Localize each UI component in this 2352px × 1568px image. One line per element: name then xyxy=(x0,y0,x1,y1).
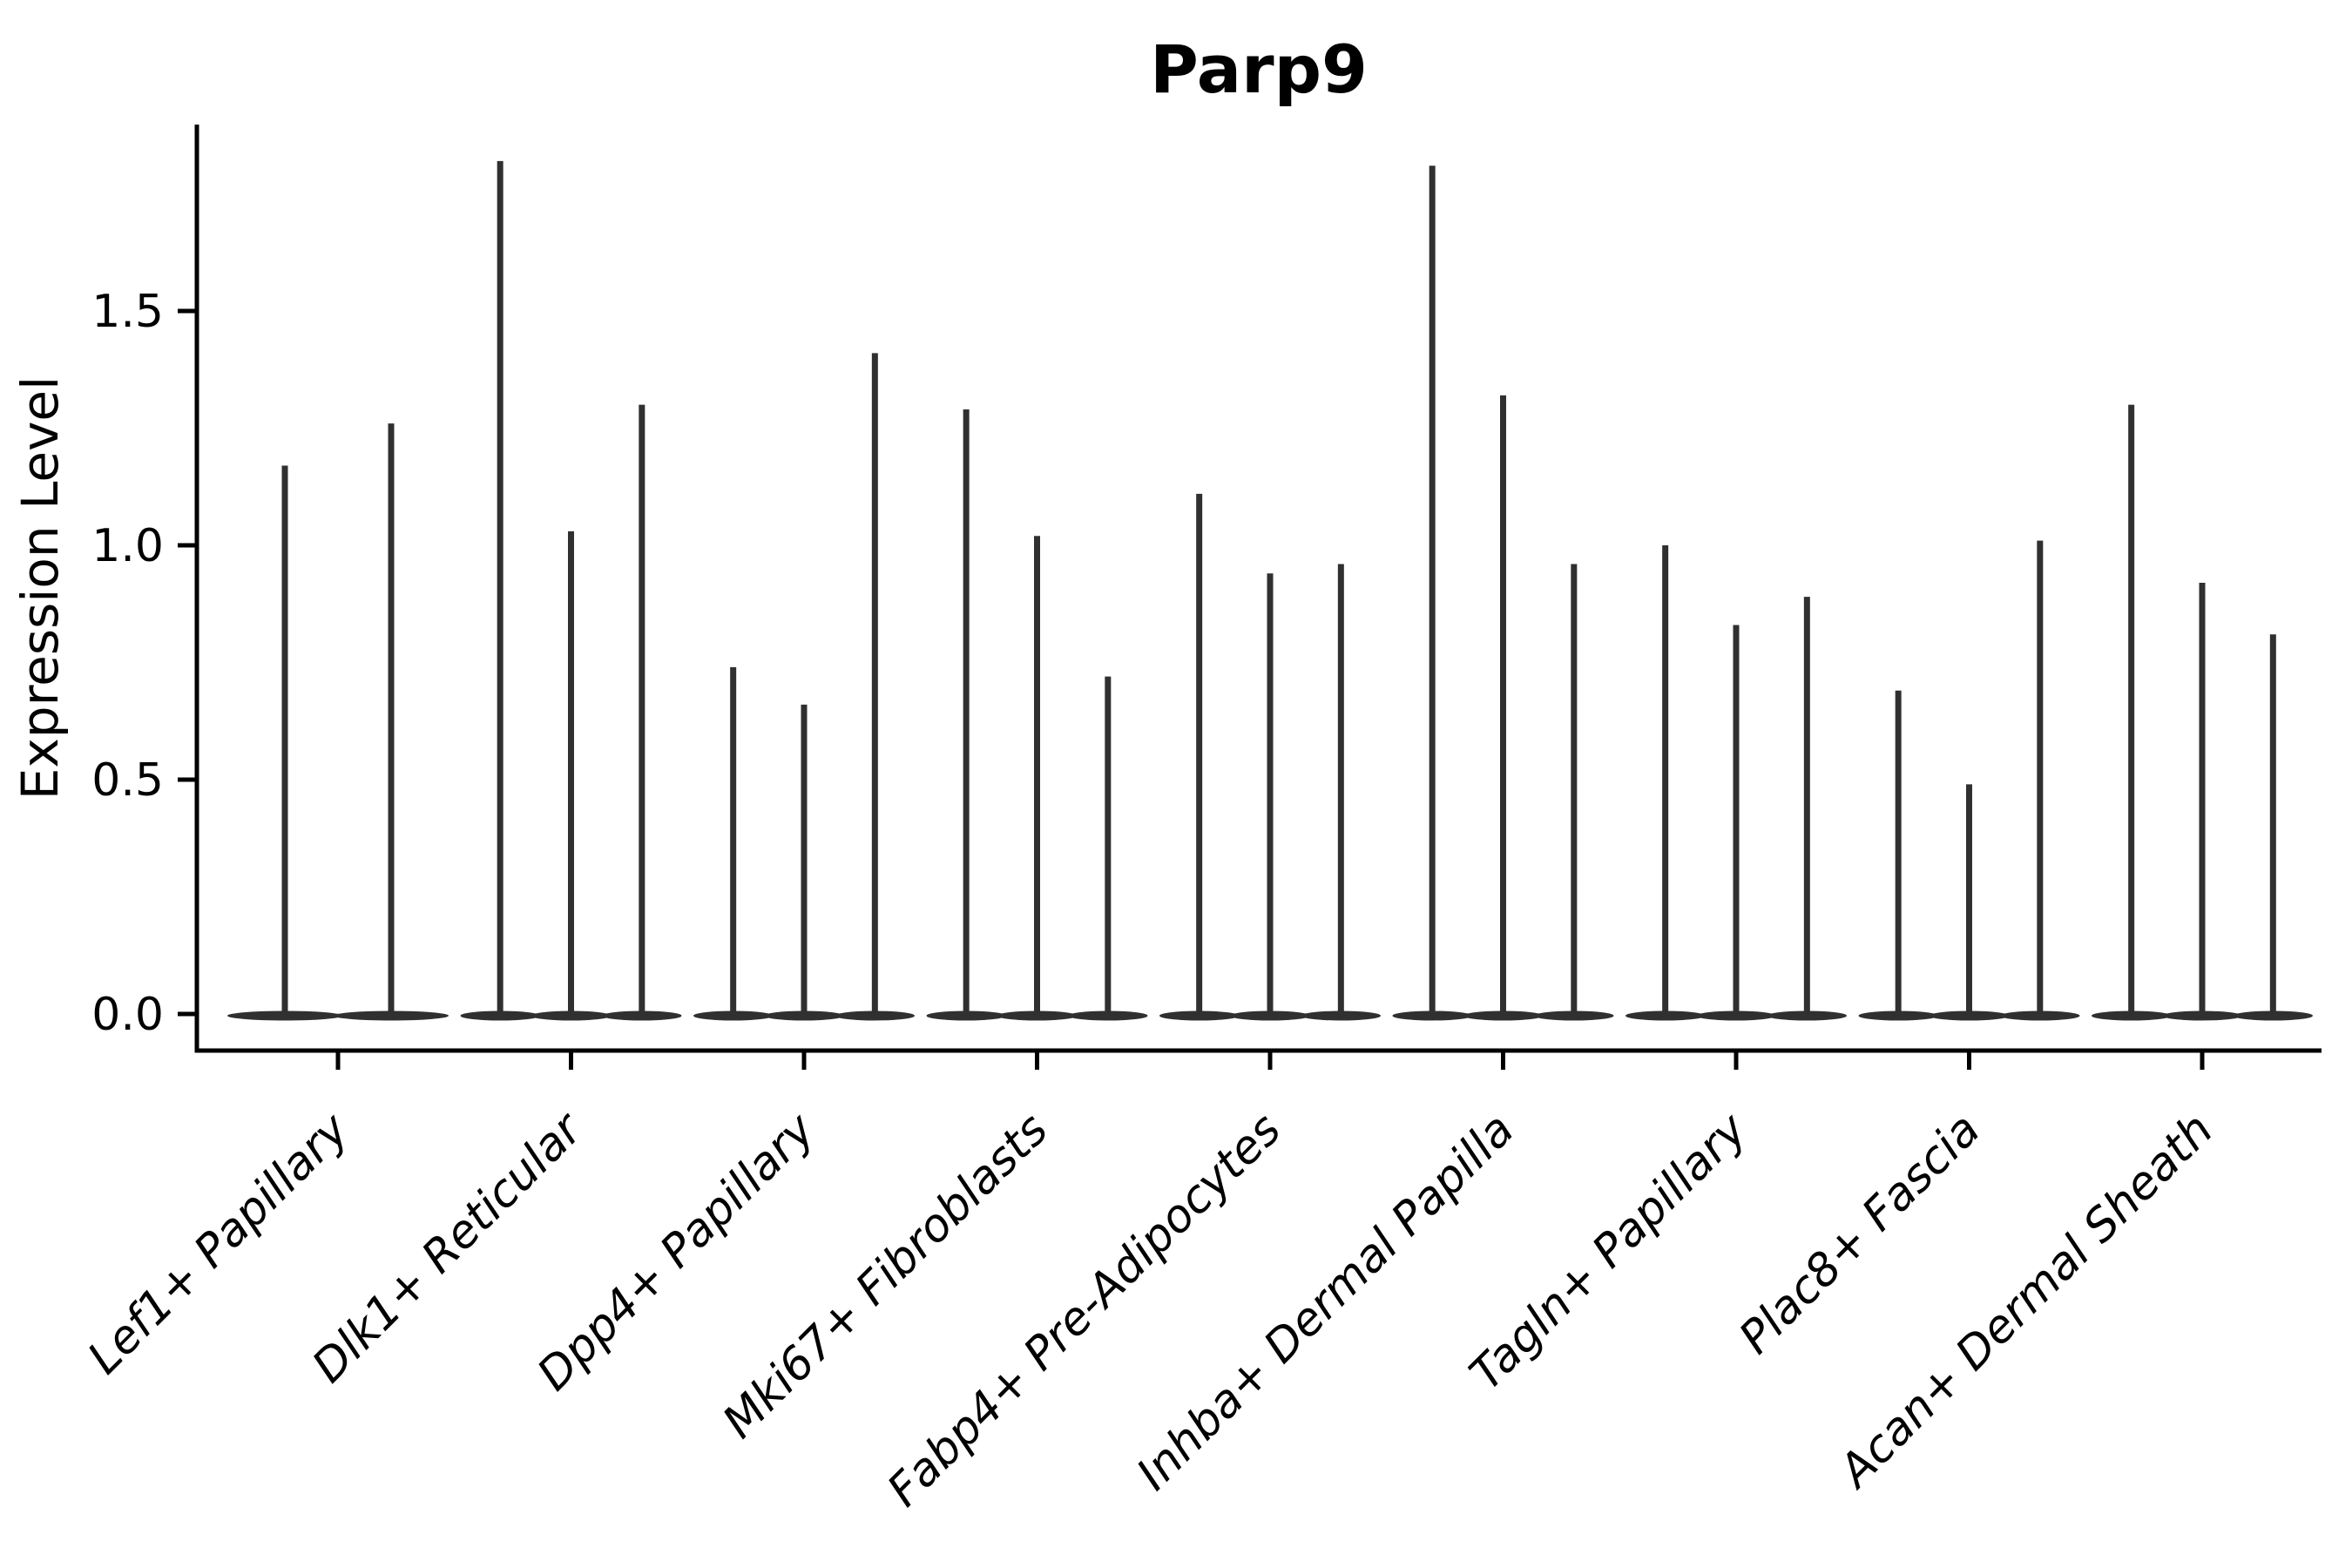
y-tick-label: 1.0 xyxy=(91,520,164,572)
y-tick-label: 0.0 xyxy=(91,989,164,1041)
chart-title: Parp9 xyxy=(1150,30,1368,108)
y-tick-label: 0.5 xyxy=(91,754,164,807)
x-tick-label: Plac8+ Fascia xyxy=(1729,1104,1990,1364)
x-tick-label: Inhba+ Dermal Papilla xyxy=(1127,1104,1524,1501)
x-tick-label: Acan+ Dermal Sheath xyxy=(1828,1104,2223,1499)
x-tick-label: Fabp4+ Pre-Adipocytes xyxy=(878,1104,1292,1517)
y-axis-label: Expression Level xyxy=(10,376,70,800)
y-tick-label: 1.5 xyxy=(91,286,164,338)
